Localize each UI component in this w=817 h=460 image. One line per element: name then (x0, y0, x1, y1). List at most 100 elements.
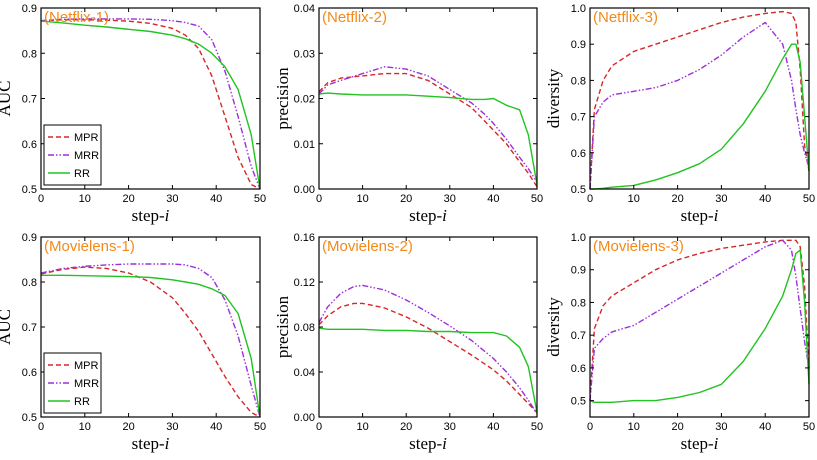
y-tick-label: 0.04 (294, 3, 315, 15)
x-tick-label: 30 (715, 421, 727, 433)
plot-frame (589, 236, 810, 418)
panel-title: (Netflix-3) (593, 9, 658, 26)
x-tick-label: 30 (166, 193, 178, 205)
y-tick-label: 0.9 (22, 3, 37, 15)
series-line-mrr (318, 66, 538, 183)
legend-label-mpr: MPR (74, 132, 99, 144)
panel-title: (Movielens-1) (44, 238, 135, 255)
series-line-mpr (318, 72, 538, 188)
x-axis-label: step-i (681, 206, 719, 225)
y-tick-label: 0.9 (571, 265, 586, 277)
series-line-rr (318, 327, 538, 413)
y-tick-label: 0.02 (294, 94, 315, 106)
y-tick-label: 0.5 (22, 184, 37, 196)
x-tick-label: 50 (531, 193, 543, 205)
x-tick-label: 40 (487, 421, 499, 433)
x-tick-label: 0 (38, 193, 44, 205)
series-line-mrr (589, 239, 810, 401)
y-tick-label: 0.00 (294, 184, 315, 196)
y-tick-label: 0.00 (294, 412, 315, 424)
x-tick-label: 10 (79, 421, 91, 433)
series-line-mrr (40, 18, 261, 190)
y-axis-label: AUC (0, 81, 14, 117)
x-tick-label: 40 (210, 193, 222, 205)
series-line-mrr (40, 263, 261, 418)
series-line-rr (41, 274, 261, 418)
x-tick-label: 20 (122, 421, 134, 433)
x-tick-label: 20 (671, 193, 683, 205)
legend: MPR MRR RR (43, 352, 102, 414)
x-axis-label-variable: i (714, 434, 719, 453)
y-tick-label: 1.0 (571, 232, 586, 244)
chart-panel-movielens-3: 0 10 20 30 40 50 0.5 0.6 0.7 0.8 0.9 1.0 step-i diver… (544, 232, 815, 453)
x-tick-label: 0 (316, 421, 322, 433)
y-tick-label: 0.9 (22, 232, 37, 244)
x-tick-label: 50 (803, 421, 815, 433)
panel-title: (Netflix-1) (44, 9, 109, 26)
y-tick-label: 0.7 (571, 112, 586, 124)
x-tick-label: 50 (531, 421, 543, 433)
y-tick-label: 0.08 (294, 322, 315, 334)
legend: MPR MRR RR (43, 124, 102, 186)
y-tick-label: 0.7 (22, 322, 37, 334)
x-axis-label-variable: i (165, 206, 170, 225)
x-tick-label: 30 (715, 193, 727, 205)
x-axis-label: step-i (409, 206, 447, 225)
y-tick-label: 1.0 (571, 3, 586, 15)
x-tick-label: 50 (254, 193, 266, 205)
x-tick-label: 20 (671, 421, 683, 433)
series-line-mpr (40, 266, 261, 418)
x-axis-label: step-i (409, 434, 447, 453)
chart-panel-netflix-1: 0 10 20 30 40 50 0.5 0.6 0.7 0.8 0.9 step-i AUC (Netf… (0, 3, 266, 225)
x-axis-label-variable: i (165, 434, 170, 453)
x-tick-label: 30 (166, 421, 178, 433)
y-tick-label: 0.6 (571, 363, 586, 375)
series-line-mpr (589, 10, 810, 190)
plot-frame (318, 236, 538, 418)
y-tick-label: 0.9 (571, 39, 586, 51)
x-tick-label: 20 (400, 421, 412, 433)
x-tick-label: 40 (759, 421, 771, 433)
x-tick-label: 0 (316, 193, 322, 205)
y-tick-label: 0.8 (571, 297, 586, 309)
series-line-rr (318, 92, 538, 185)
y-tick-label: 0.8 (22, 277, 37, 289)
y-tick-label: 0.16 (294, 232, 315, 244)
x-tick-label: 50 (254, 421, 266, 433)
y-tick-label: 0.8 (571, 75, 586, 87)
x-tick-label: 30 (444, 421, 456, 433)
y-axis-label: diversity (544, 297, 563, 357)
x-axis-label-variable: i (442, 206, 447, 225)
y-tick-label: 0.7 (571, 330, 586, 342)
x-tick-label: 40 (759, 193, 771, 205)
y-tick-label: 0.7 (22, 94, 37, 106)
panel-title: (Movielens-2) (322, 238, 413, 255)
series-line-mrr (318, 284, 538, 414)
chart-panel-movielens-1: 0 10 20 30 40 50 0.5 0.6 0.7 0.8 0.9 step-i AUC (Movi… (0, 232, 266, 453)
plot-frame (318, 7, 538, 190)
x-tick-label: 10 (79, 193, 91, 205)
series-line-mpr (40, 19, 261, 190)
series-line-mpr (318, 302, 538, 413)
y-tick-label: 0.5 (571, 184, 586, 196)
y-tick-label: 0.03 (294, 48, 315, 60)
series-line-mrr (589, 21, 810, 190)
chart-panel-netflix-2: 0 10 20 30 40 50 0.00 0.01 0.02 0.03 0.04 step-i pre… (273, 3, 543, 225)
y-axis-label: precision (273, 67, 292, 130)
legend-label-mrr: MRR (74, 378, 99, 390)
y-axis-label: diversity (544, 68, 563, 128)
x-tick-label: 20 (400, 193, 412, 205)
x-axis-label-variable: i (714, 206, 719, 225)
panel-title: (Netflix-2) (322, 9, 387, 26)
x-tick-label: 0 (587, 193, 593, 205)
x-tick-label: 10 (356, 193, 368, 205)
y-tick-label: 0.12 (294, 277, 315, 289)
y-tick-label: 0.8 (22, 48, 37, 60)
x-tick-label: 10 (628, 193, 640, 205)
series-line-rr (590, 43, 810, 190)
chart-panel-movielens-2: 0 10 20 30 40 50 0.00 0.04 0.08 0.12 0.16 step-i pre… (273, 232, 543, 453)
y-tick-label: 0.01 (294, 139, 315, 151)
x-axis-label: step-i (681, 434, 719, 453)
y-tick-label: 0.5 (571, 396, 586, 408)
